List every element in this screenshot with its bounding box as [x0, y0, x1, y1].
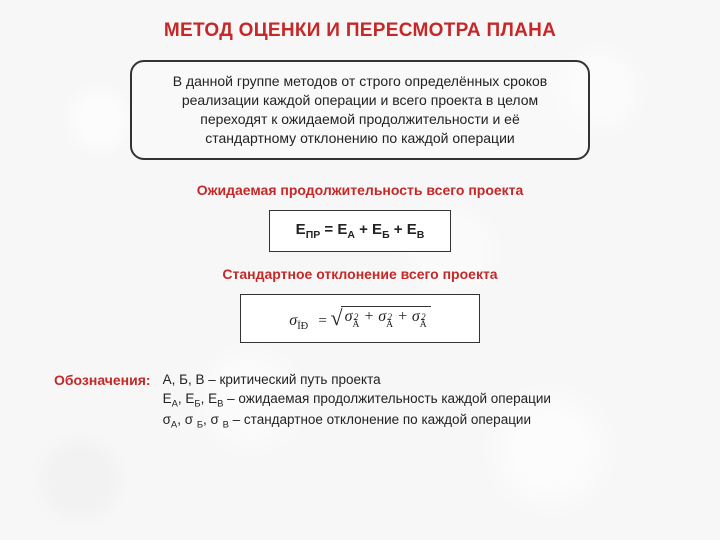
legend-line-1: А, Б, В – критический путь проекта	[163, 371, 551, 390]
legend-body: А, Б, В – критический путь проекта EА, E…	[163, 371, 551, 432]
section-expected-heading: Ожидаемая продолжительность всего проект…	[50, 182, 670, 198]
formula-stddev: σÏĐ = √ σ2À + σ2Á + σ2Â	[240, 294, 480, 343]
legend-label: Обозначения:	[54, 371, 151, 388]
sqrt-expression: √ σ2À + σ2Á + σ2Â	[331, 305, 431, 331]
sigma-lhs: σÏĐ	[289, 312, 308, 329]
sqrt-body: σ2À + σ2Á + σ2Â	[341, 306, 431, 329]
formula-E-content: EПР = EА + EБ + EВ	[296, 221, 425, 238]
intro-callout: В данной группе методов от строго опреде…	[130, 60, 590, 160]
formula-expected-duration: EПР = EА + EБ + EВ	[269, 210, 452, 252]
legend-line-2: EА, EБ, EВ – ожидаемая продолжительность…	[163, 390, 551, 411]
slide-container: МЕТОД ОЦЕНКИ И ПЕРЕСМОТРА ПЛАНА В данной…	[0, 0, 720, 540]
slide-title: МЕТОД ОЦЕНКИ И ПЕРЕСМОТРА ПЛАНА	[50, 20, 670, 42]
section-stddev-heading: Стандартное отклонение всего проекта	[50, 266, 670, 282]
legend-row: Обозначения: А, Б, В – критический путь …	[50, 371, 670, 432]
legend-line-3: σА, σ Б, σ В – стандартное отклонение по…	[163, 411, 551, 432]
